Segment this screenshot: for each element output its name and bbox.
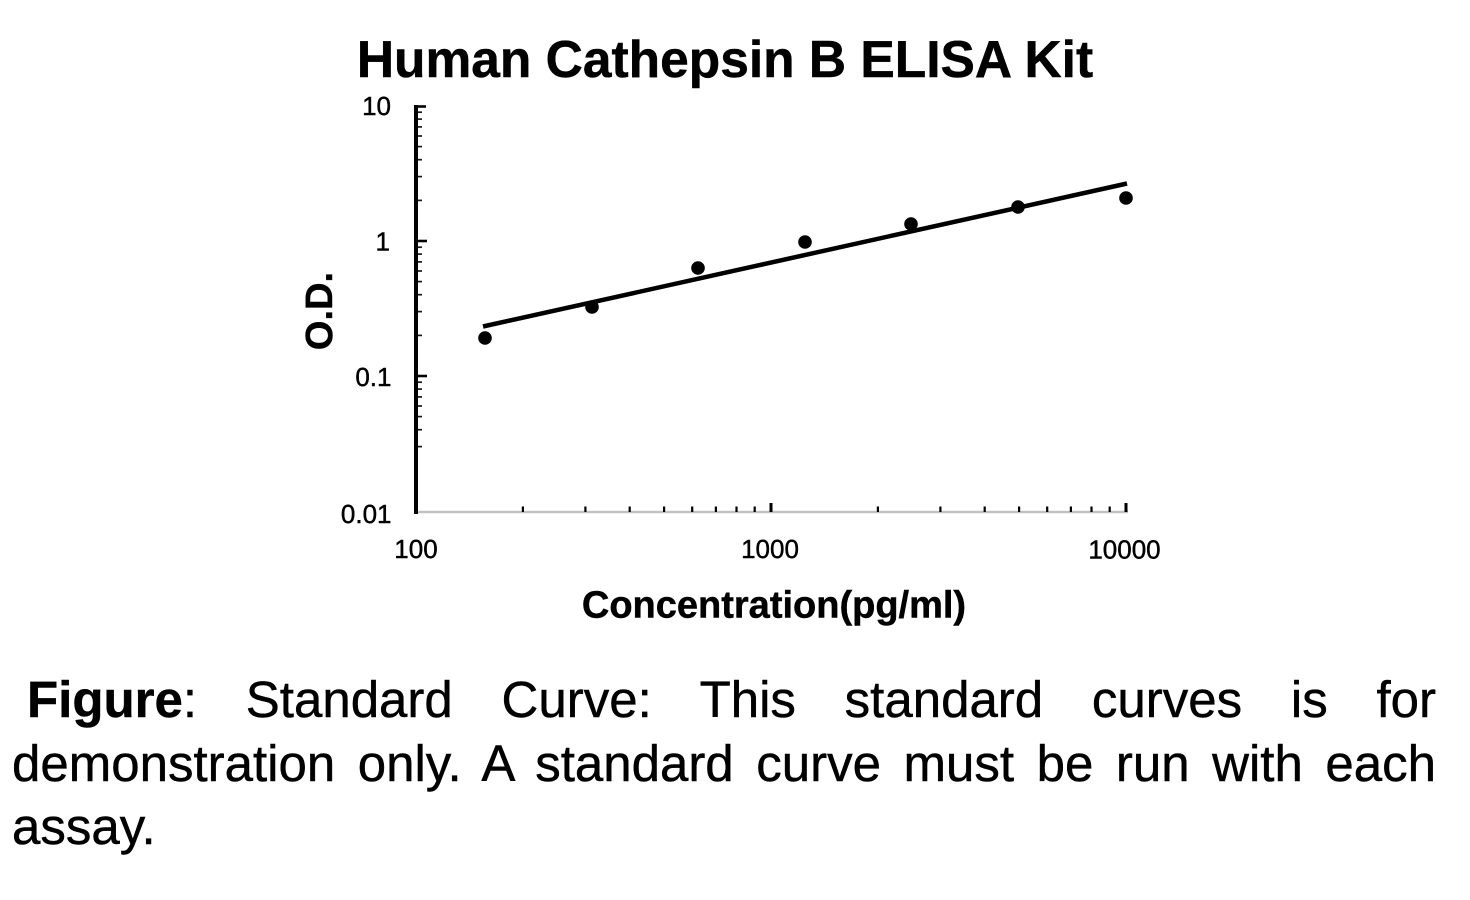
svg-text:Concentration(pg/ml): Concentration(pg/ml) — [582, 585, 966, 627]
svg-text:10: 10 — [362, 91, 391, 121]
svg-text:1: 1 — [376, 227, 390, 257]
svg-text:Human Cathepsin B ELISA Kit: Human Cathepsin B ELISA Kit — [357, 30, 1093, 88]
svg-text:0.1: 0.1 — [355, 362, 391, 392]
svg-text:10000: 10000 — [1088, 535, 1160, 565]
svg-text:0.01: 0.01 — [341, 499, 392, 529]
svg-text:1000: 1000 — [741, 534, 799, 564]
svg-text:O.D.: O.D. — [299, 272, 341, 350]
svg-text:100: 100 — [394, 534, 437, 564]
